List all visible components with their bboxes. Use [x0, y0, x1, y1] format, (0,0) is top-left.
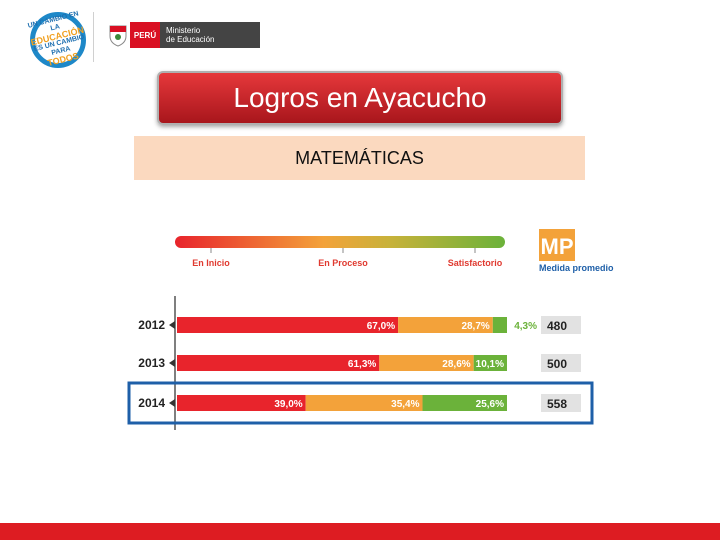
- ministry-name-line1: Ministerio: [166, 26, 201, 35]
- bar-2012-seg-2: [398, 317, 493, 333]
- campaign-logo: UN CAMBIO EN LA EDUCACIÓN ES UN CAMBIO P…: [27, 10, 86, 68]
- page-title: Logros en Ayacucho: [157, 71, 563, 125]
- ministry-logo: PERÚ Ministerio de Educación: [106, 22, 260, 48]
- bar-2013-seg-3: [473, 355, 507, 371]
- footer-bar: [0, 523, 720, 540]
- year-label-2012: 2012: [138, 318, 165, 332]
- data-label-2012-3: 4,3%: [514, 321, 537, 332]
- data-label-2013-3: 10,1%: [476, 359, 504, 370]
- bar-2014-seg-1: [177, 395, 306, 411]
- mp-logo-icon: [539, 229, 575, 261]
- bar-2014-seg-2: [305, 395, 423, 411]
- data-label-2014-3: 25,6%: [476, 399, 504, 410]
- subject-banner: MATEMÁTICAS: [134, 136, 585, 180]
- data-label-2012-1: 67,0%: [367, 321, 395, 332]
- legend-label-2: En Proceso: [318, 258, 368, 268]
- bar-2012-seg-3: [492, 317, 507, 333]
- mp-value-box-2013: [541, 354, 581, 372]
- ministry-name: Ministerio de Educación: [160, 22, 260, 48]
- mp-value-box-2014: [541, 394, 581, 412]
- mp-value-box-2012: [541, 316, 581, 334]
- mp-label: Medida promedio: [539, 263, 614, 273]
- data-label-2014-2: 35,4%: [391, 399, 419, 410]
- mp-value-2012: 480: [547, 319, 567, 333]
- legend-label-3: Satisfactorio: [448, 258, 503, 268]
- coat-of-arms-icon: [106, 22, 130, 48]
- bar-2013-seg-2: [379, 355, 474, 371]
- header-divider: [93, 12, 94, 62]
- mp-value-2013: 500: [547, 357, 567, 371]
- mp-logo-text: MP: [541, 234, 574, 259]
- bar-2014-seg-3: [422, 395, 507, 411]
- peru-label: PERÚ: [130, 22, 160, 48]
- data-label-2013-1: 61,3%: [348, 359, 376, 370]
- legend-label-1: En Inicio: [192, 258, 230, 268]
- bar-2013-seg-1: [177, 355, 380, 371]
- year-label-2013: 2013: [138, 356, 165, 370]
- ministry-name-line2: de Educación: [166, 35, 215, 44]
- data-label-2013-2: 28,6%: [442, 359, 470, 370]
- data-label-2014-1: 39,0%: [274, 399, 302, 410]
- axis-tick-arrow: [169, 399, 175, 407]
- legend-gradient-bar: [175, 236, 505, 248]
- highlight-box: [127, 381, 594, 425]
- axis-tick-arrow: [169, 321, 175, 329]
- bar-2012-seg-1: [177, 317, 399, 333]
- mp-value-2014: 558: [547, 397, 567, 411]
- year-label-2014: 2014: [138, 396, 165, 410]
- data-label-2012-2: 28,7%: [461, 321, 489, 332]
- axis-tick-arrow: [169, 359, 175, 367]
